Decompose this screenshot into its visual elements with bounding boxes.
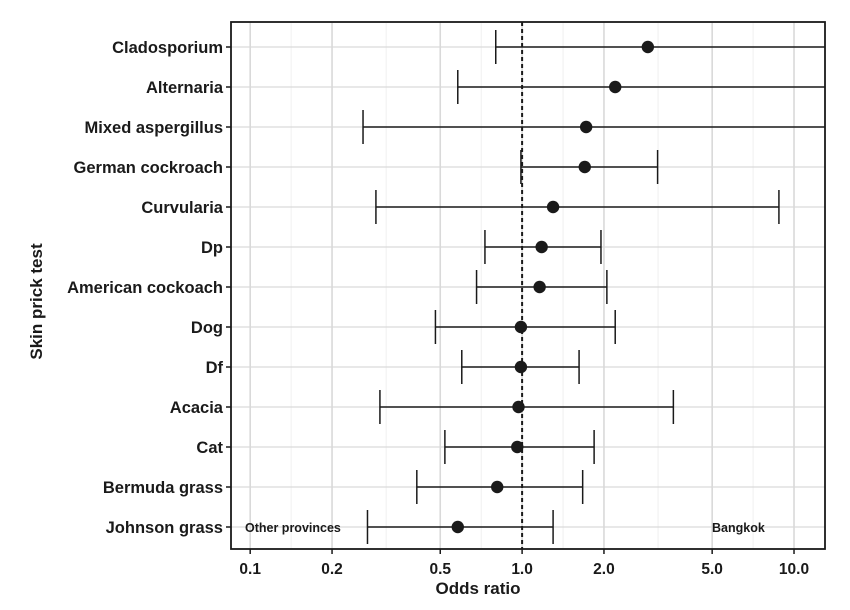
x-tick-label-4: 2.0: [593, 561, 615, 578]
estimate-point-9: [512, 400, 525, 414]
estimate-point-4: [546, 200, 560, 214]
plot-frame: [230, 21, 826, 550]
category-label-11: Bermuda grass: [103, 479, 223, 497]
estimate-point-8: [514, 360, 528, 374]
category-label-7: Dog: [191, 319, 223, 337]
estimate-point-1: [609, 80, 622, 94]
category-label-1: Alternaria: [146, 79, 224, 97]
estimate-point-2: [579, 120, 593, 134]
category-label-5: Dp: [201, 239, 223, 257]
estimate-point-layer: [451, 40, 655, 534]
category-label-9: Acacia: [170, 399, 224, 417]
grid-layer: [231, 22, 825, 549]
x-tick-label-2: 0.5: [429, 561, 451, 578]
x-tick-label-3: 1.0: [511, 561, 533, 578]
category-label-10: Cat: [196, 439, 223, 457]
x-tick-label-0: 0.1: [239, 561, 261, 578]
category-label-4: Curvularia: [141, 199, 223, 217]
y-tick-layer: Cladosporium Alternaria Mixed aspergillus G…: [67, 39, 231, 537]
y-axis-title: Skin prick test: [27, 243, 46, 360]
estimate-point-5: [535, 240, 548, 254]
estimate-point-7: [514, 320, 528, 334]
estimate-point-0: [641, 40, 655, 54]
x-axis-title: Odds ratio: [435, 579, 520, 598]
category-label-0: Cladosporium: [112, 39, 223, 57]
x-tick-layer: 0.1 0.2 0.5 1.0 2.0 5.0 10.0: [239, 549, 809, 578]
estimate-point-12: [451, 520, 464, 534]
annotation-bangkok: Bangkok: [712, 521, 765, 535]
annotation-other-provinces: Other provinces: [245, 521, 341, 535]
category-label-8: Df: [206, 359, 224, 377]
estimate-point-6: [533, 280, 546, 294]
category-label-12: Johnson grass: [106, 519, 223, 537]
x-tick-label-5: 5.0: [701, 561, 723, 578]
category-label-6: American cockoach: [67, 279, 223, 297]
x-tick-label-1: 0.2: [321, 561, 343, 578]
x-tick-label-6: 10.0: [779, 561, 809, 578]
category-label-3: German cockroach: [74, 159, 223, 177]
estimate-point-11: [491, 480, 504, 494]
estimate-point-3: [578, 160, 591, 174]
estimate-point-10: [511, 440, 524, 454]
category-label-2: Mixed aspergillus: [85, 119, 223, 137]
